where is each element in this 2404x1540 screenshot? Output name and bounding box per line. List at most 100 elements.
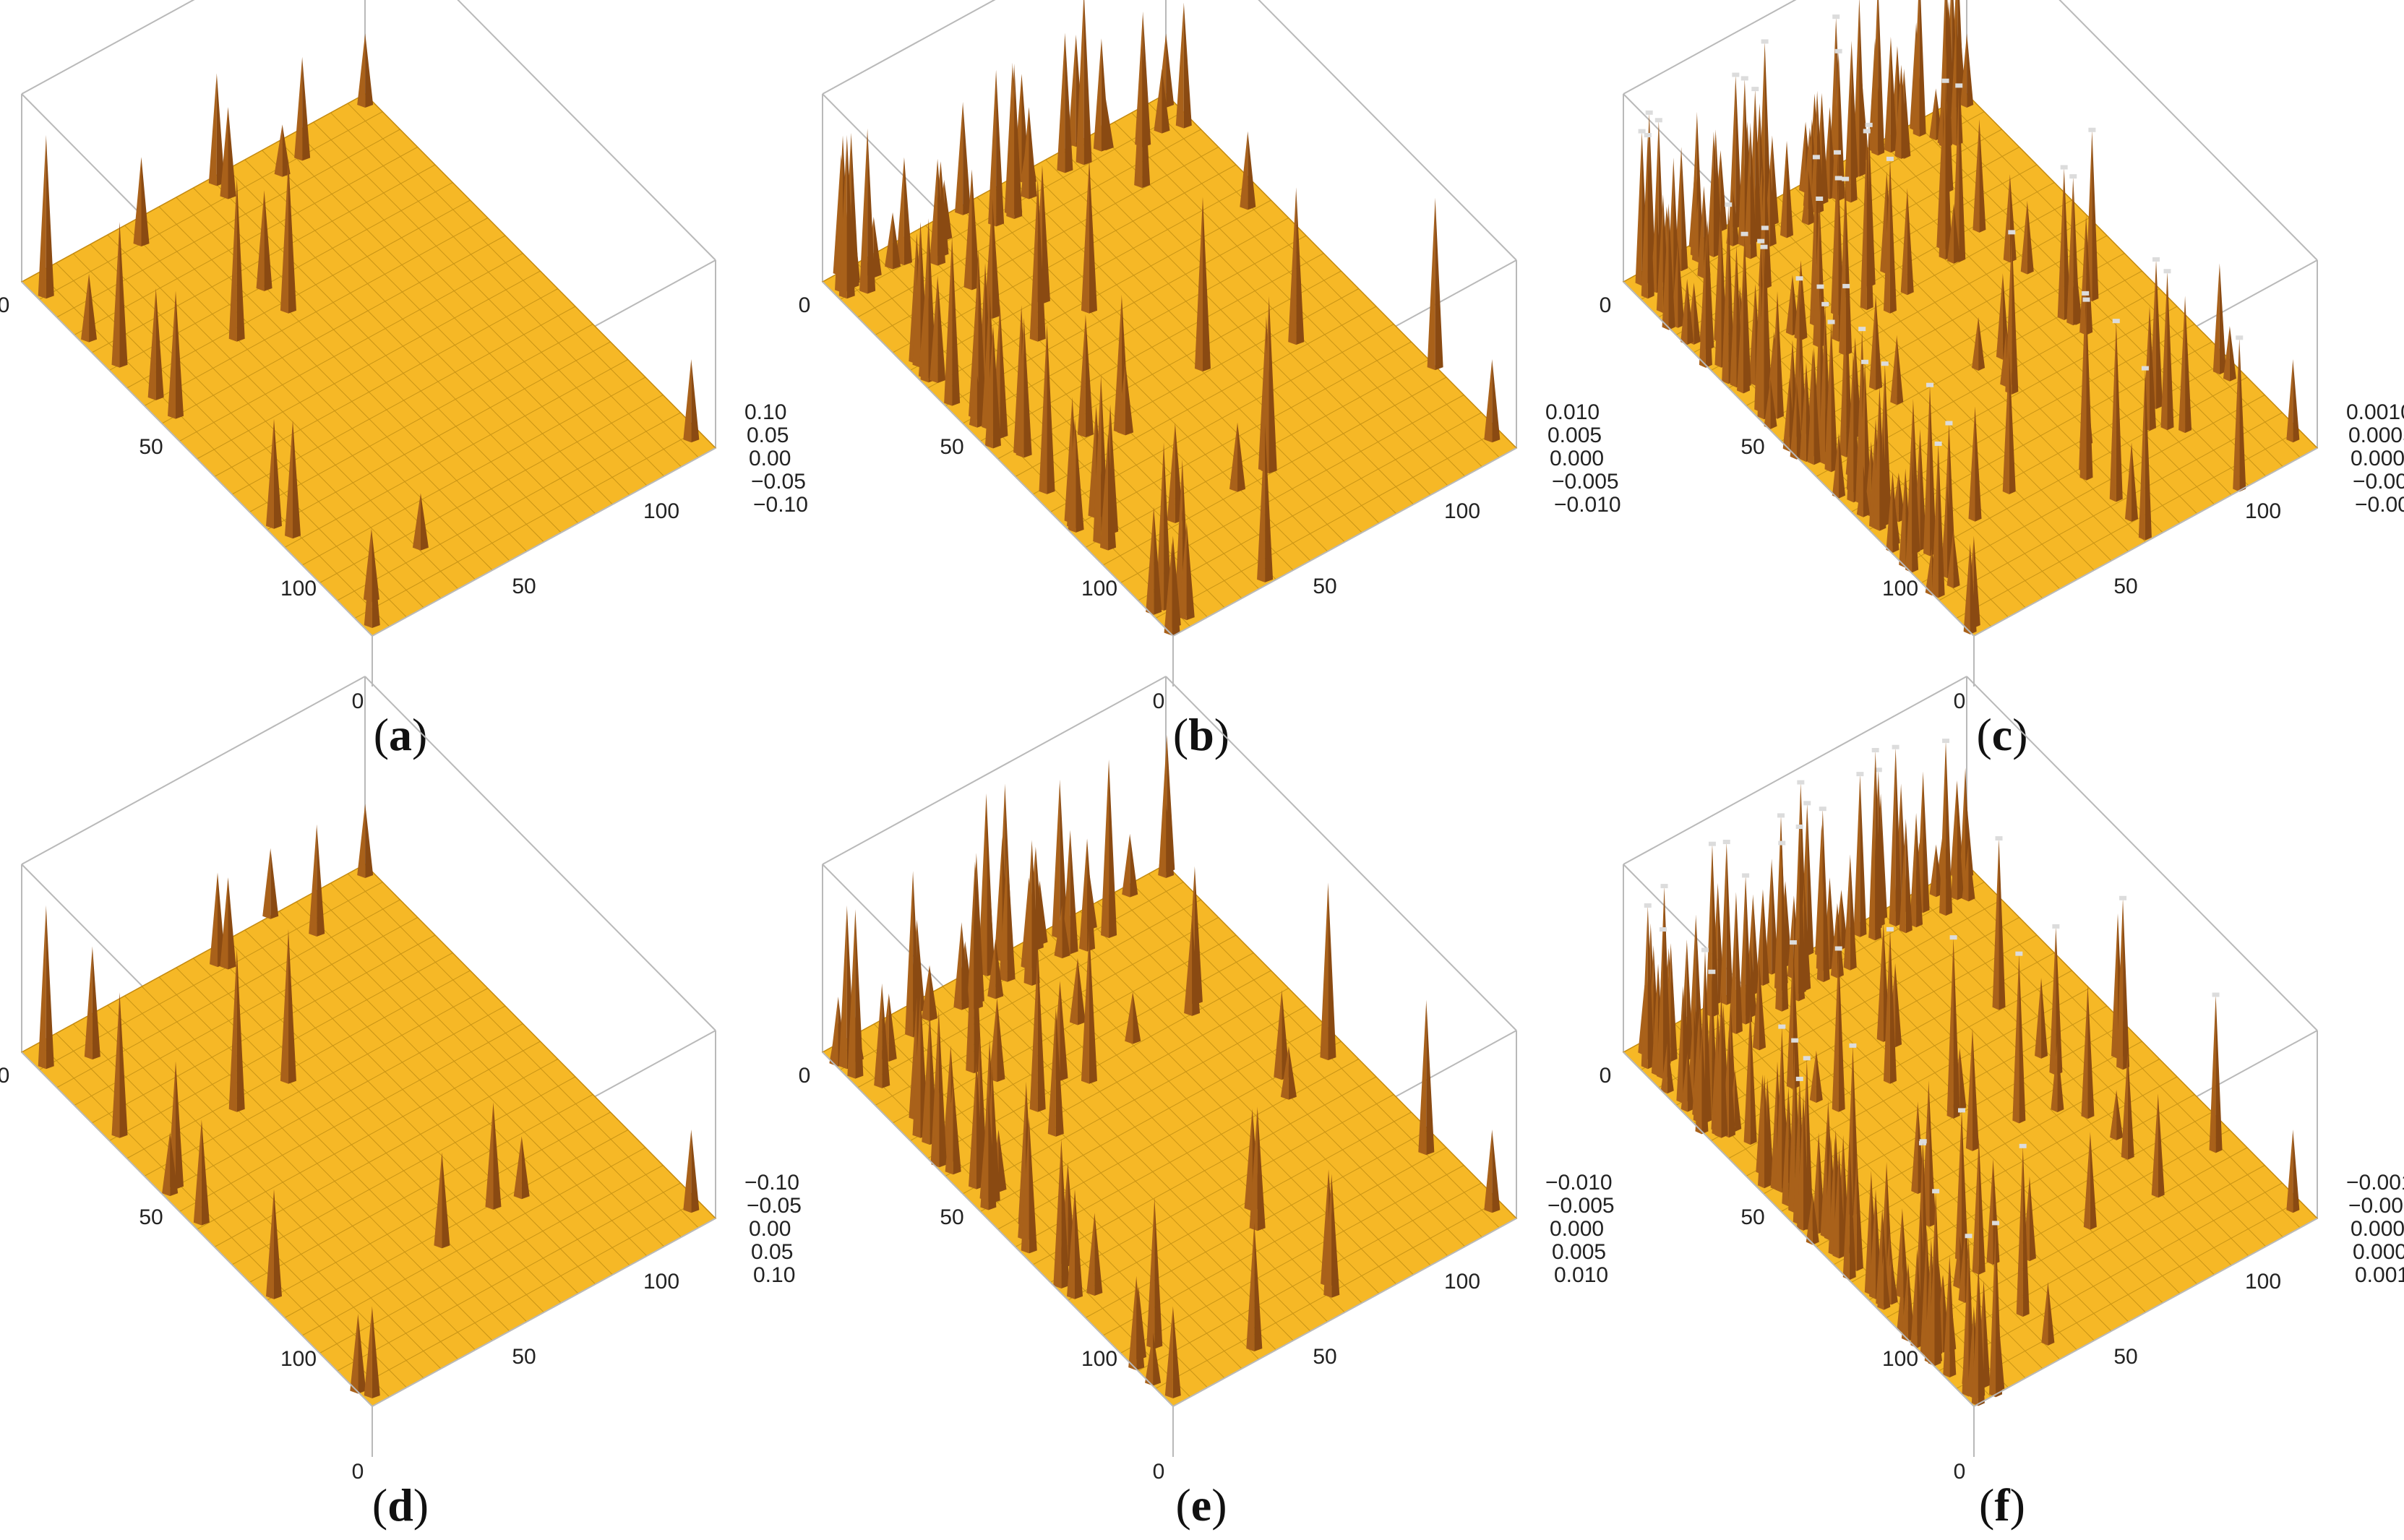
spike: [1154, 69, 1170, 134]
mesh-line: [319, 1165, 664, 1354]
spike-face-right: [976, 1061, 984, 1190]
box-edge: [2059, 0, 2318, 261]
spike-face-right: [1750, 1006, 1757, 1145]
spike-face-right: [1166, 33, 1175, 108]
spike-face-left: [1955, 1110, 1962, 1262]
spike-face-right: [1889, 158, 1897, 314]
spike-face-left: [1924, 1238, 1931, 1364]
spike-face-right: [1733, 189, 1740, 246]
spike-face-right: [1762, 889, 1769, 986]
spike-face-left: [1900, 188, 1907, 296]
spike-face-left: [1086, 1213, 1095, 1296]
spike-face-right: [1750, 122, 1757, 259]
mesh-line: [1851, 324, 2195, 512]
spike: [1890, 335, 1904, 405]
spike: [1158, 804, 1175, 878]
spike-cap: [1819, 806, 1826, 812]
surface-spikes: [833, 0, 1501, 636]
spike: [1146, 507, 1162, 615]
spike-face-right: [1891, 1255, 1898, 1305]
spike: [162, 1132, 179, 1197]
spike-face-right: [988, 1093, 997, 1210]
spike: [2079, 297, 2093, 481]
spike-cap: [1932, 1189, 1940, 1194]
spike: [1134, 44, 1151, 189]
spike-face-left: [1689, 914, 1696, 1044]
spike-cap: [1834, 150, 1842, 155]
spike-face-left: [1775, 843, 1782, 1012]
spike: [1955, 1108, 1969, 1262]
spike-face-left: [1758, 1075, 1765, 1189]
spike: [262, 848, 279, 919]
spike-face-left: [2109, 321, 2116, 502]
spike-face-right: [1978, 1283, 1985, 1406]
spike-face-right: [867, 128, 876, 294]
spike: [980, 1093, 997, 1210]
spike-face-left: [874, 983, 883, 1088]
spike-face-left: [1101, 760, 1109, 939]
spike-face-left: [1164, 542, 1172, 636]
spike-face-left: [1068, 34, 1076, 147]
spike-face-right: [1060, 981, 1068, 1081]
spike: [357, 33, 374, 108]
y-tick-label: 100: [643, 1270, 679, 1294]
spike: [1743, 122, 1757, 259]
spike: [1128, 1276, 1145, 1371]
spike-face-right: [1967, 33, 1974, 108]
spike-face-right: [2087, 984, 2095, 1119]
spike: [1807, 346, 1821, 465]
spike-face-right: [1999, 838, 2006, 1010]
spike-face-right: [1668, 203, 1675, 330]
spike-face-right: [1996, 1223, 2003, 1398]
spike-face-left: [1868, 848, 1876, 941]
spike: [1320, 882, 1336, 1061]
spike-face-right: [691, 1130, 700, 1213]
spike-face-left: [111, 992, 120, 1138]
surface-plot-d: 0 50 100 0 50 100 −0.10−0.050.000.050.10: [0, 676, 802, 1484]
spike-face-left: [987, 939, 996, 999]
spike-cap: [1861, 359, 1869, 364]
spike-face-left: [1021, 107, 1029, 199]
spike: [1077, 314, 1094, 438]
spike-face-right: [2092, 129, 2099, 302]
spike-face-right: [1720, 150, 1727, 232]
mesh-line: [262, 920, 613, 1276]
spike: [1660, 1042, 1674, 1094]
z-tick-label: −0.005: [1547, 1194, 1615, 1218]
spike-face-right: [1728, 1030, 1735, 1138]
spike: [1946, 935, 1960, 1119]
spike: [1641, 133, 1654, 299]
spike-face-left: [1775, 1026, 1782, 1193]
spike-face-right: [1670, 943, 1678, 1062]
spike: [2138, 366, 2152, 541]
spike: [1771, 291, 1784, 419]
spike-face-right: [916, 919, 925, 1013]
spike-face-left: [1807, 346, 1814, 465]
spike-face-right: [1492, 359, 1501, 443]
spike-face-right: [1166, 804, 1175, 878]
spike: [1246, 1222, 1263, 1351]
spike: [513, 1136, 530, 1200]
spike-face-right: [1777, 291, 1784, 419]
spike: [1145, 1332, 1162, 1386]
spike-face-left: [1860, 131, 1867, 311]
spike-face-left: [485, 1102, 494, 1210]
spike-face-left: [210, 872, 218, 968]
spike-face-right: [1901, 64, 1908, 159]
mesh-line: [1131, 882, 1482, 1238]
spike-face-left: [1069, 958, 1078, 1025]
spike-face-right: [1884, 1253, 1891, 1310]
spike-cap: [1795, 276, 1803, 281]
spike-face-left: [1801, 169, 1808, 225]
spike-face-right: [1101, 38, 1109, 152]
spike-face-left: [2151, 1093, 2158, 1198]
x-tick-label: 50: [1740, 1205, 1764, 1229]
spike: [1899, 819, 1913, 934]
spike: [1093, 38, 1109, 152]
y-tick-label: 0: [1153, 689, 1165, 713]
spike-face-left: [1484, 1130, 1493, 1213]
